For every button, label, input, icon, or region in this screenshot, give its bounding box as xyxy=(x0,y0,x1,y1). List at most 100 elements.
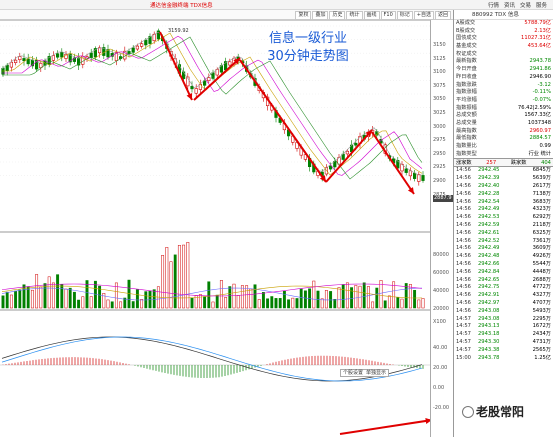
candle-body xyxy=(182,71,186,80)
toolbar-tab[interactable]: 统计 xyxy=(346,11,363,20)
tick-list[interactable]: 14:56 2942.45 6845万 14:56 2942.39 5639万 14:56 2… xyxy=(454,167,553,362)
stat-row: A股成交 5788.79亿 xyxy=(454,20,553,28)
toolbar-tab[interactable]: F10 xyxy=(380,11,396,20)
volume-bar xyxy=(240,285,244,309)
axis-tick-label: 40000 xyxy=(433,288,449,294)
stat-value: -0.11% xyxy=(532,89,551,96)
volume-bar xyxy=(270,296,274,309)
volume-bar xyxy=(421,298,425,309)
chart-toolbar: 复权 叠加 历史 统计 画线 F10 标记 +自选 返回 xyxy=(0,10,453,20)
tick-row: 14:56 2942.28 7138万 xyxy=(454,191,553,199)
stat-label: 权证成交 xyxy=(456,50,477,57)
stat-label: 最高指数 xyxy=(456,127,477,134)
volume-bar xyxy=(266,298,270,309)
candle-body xyxy=(26,58,30,65)
stat-label: 指数类型 xyxy=(456,150,477,157)
quote-panel: 880992 TDX 信息 A股成交 5788.79亿 B股成交 2.13亿 国债成交 1… xyxy=(453,10,553,437)
menu-item[interactable]: 服务 xyxy=(535,3,547,9)
tick-time: 14:56 xyxy=(456,198,471,205)
volume-bar xyxy=(282,291,286,309)
toolbar-tab[interactable]: 标记 xyxy=(396,11,413,20)
trend-arrow xyxy=(239,59,327,183)
indicator-popup[interactable]: 个股设置 单独显示 xyxy=(340,369,390,377)
watermark: 老股常阳 xyxy=(462,403,524,420)
tick-price: 2942.53 xyxy=(478,214,500,221)
chart-area[interactable]: 3159.92 xyxy=(0,19,433,437)
toolbar-tab[interactable]: 复权 xyxy=(295,11,312,20)
tick-time: 15:00 xyxy=(456,354,471,361)
stat-value: 2960.97 xyxy=(529,127,551,134)
annotation-line2: 30分钟走势图 xyxy=(267,49,349,64)
candle-body xyxy=(9,61,14,68)
menu-item[interactable]: 交易 xyxy=(519,3,531,9)
candle-body xyxy=(207,77,211,81)
trend-arrow xyxy=(325,129,373,183)
volume-bar xyxy=(169,261,173,309)
axis-tick-label: X100 xyxy=(433,319,446,325)
menu-item[interactable]: 资讯 xyxy=(503,3,515,9)
axis-tick-label: 80000 xyxy=(433,252,449,258)
tick-vol: 4448万 xyxy=(532,268,551,275)
stat-label: 昨日收盘 xyxy=(456,73,477,80)
stat-value: -0.07% xyxy=(532,96,551,103)
volume-bar xyxy=(102,293,106,309)
toolbar-tab[interactable]: +自选 xyxy=(413,11,434,20)
tick-price: 2943.30 xyxy=(478,338,500,345)
volume-bar xyxy=(77,299,81,309)
volume-bar xyxy=(114,282,118,309)
trend-arrow xyxy=(159,31,193,101)
volume-bar xyxy=(274,298,278,309)
stat-label: 最低指数 xyxy=(456,135,477,142)
moving-average-line xyxy=(1,31,422,176)
popup-item[interactable]: 个股设置 xyxy=(343,370,364,376)
toolbar-tabs: 复权 叠加 历史 统计 画线 F10 标记 +自选 返回 xyxy=(295,11,451,20)
tick-vol: 4323万 xyxy=(532,206,551,213)
candle-body xyxy=(186,76,190,87)
moving-average-line xyxy=(2,35,423,176)
tick-time: 14:56 xyxy=(456,253,471,260)
volume-bar xyxy=(257,299,261,309)
toolbar-tab[interactable]: 返回 xyxy=(434,11,451,20)
volume-bar xyxy=(43,283,47,309)
tick-price: 2942.65 xyxy=(478,276,500,283)
tick-row: 14:56 2942.65 2688万 xyxy=(454,277,553,285)
trend-arrow xyxy=(339,419,433,435)
tick-vol: 4772万 xyxy=(532,284,551,291)
tick-row: 14:56 2942.40 2617万 xyxy=(454,183,553,191)
axis-tick-label: 20000 xyxy=(433,306,449,312)
trend-arrowhead xyxy=(365,130,372,137)
candle-body xyxy=(51,55,55,61)
toolbar-tab[interactable]: 历史 xyxy=(329,11,346,20)
tick-time: 14:57 xyxy=(456,338,471,345)
volume-bar xyxy=(249,288,253,309)
popup-item[interactable]: 单独显示 xyxy=(366,370,387,376)
stat-label: 平均涨幅 xyxy=(456,96,477,103)
volume-bar xyxy=(350,287,354,309)
tick-row: 14:57 2943.08 2295万 xyxy=(454,316,553,324)
stat-label: 指数振幅 xyxy=(456,104,477,111)
volume-bar xyxy=(68,287,72,309)
tick-price: 2942.28 xyxy=(478,190,500,197)
volume-bar xyxy=(56,274,60,309)
toolbar-tab[interactable]: 画线 xyxy=(363,11,380,20)
volume-bar xyxy=(228,286,232,309)
candle-body xyxy=(72,57,76,62)
tick-time: 14:56 xyxy=(456,237,471,244)
axis-tick-label: 40.00 xyxy=(433,345,448,351)
axis-tick-label: 3025 xyxy=(433,110,446,116)
tick-price: 2942.59 xyxy=(478,221,500,228)
volume-ma-line xyxy=(1,283,423,297)
tick-row: 14:56 2942.45 6845万 xyxy=(454,167,553,175)
volume-bar xyxy=(135,289,139,309)
menu-item[interactable]: 行情 xyxy=(487,3,499,9)
macd-signal-line xyxy=(1,336,423,382)
volume-bar xyxy=(47,276,51,309)
stat-row: 权证成交 xyxy=(454,51,553,59)
stat-label: 国债成交 xyxy=(456,35,477,42)
volume-bar xyxy=(383,300,387,309)
candle-body xyxy=(18,56,22,61)
axis-tick-label: 3100 xyxy=(433,69,446,76)
candle-body xyxy=(417,174,421,182)
volume-bar xyxy=(207,281,211,309)
toolbar-tab[interactable]: 叠加 xyxy=(312,11,329,20)
